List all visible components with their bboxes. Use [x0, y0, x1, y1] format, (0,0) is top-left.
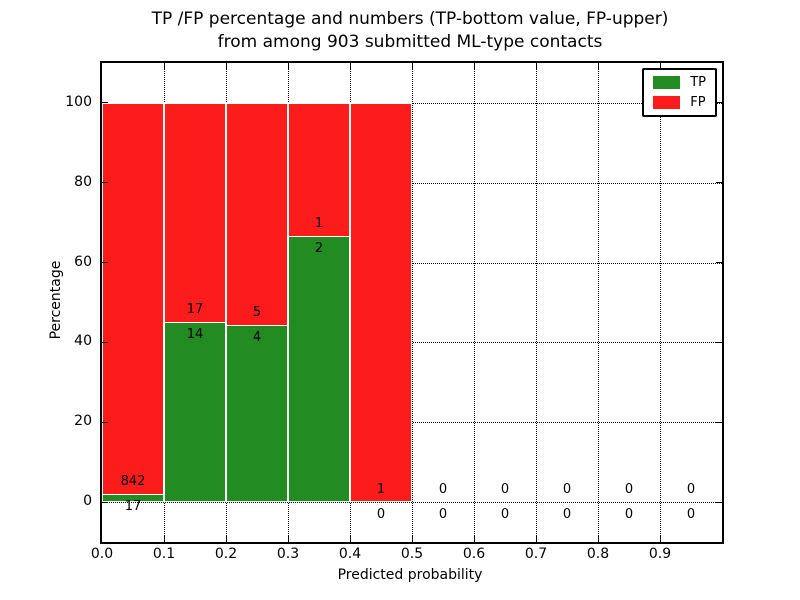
x-tick-mark-bottom: [163, 536, 165, 542]
x-tick-mark-top: [163, 63, 165, 69]
x-tick-label-0.7: 0.7: [524, 546, 548, 562]
x-tick-mark-bottom: [411, 536, 413, 542]
x-tick-mark-top: [411, 63, 413, 69]
fp-count-label-0.8-0.9: 0: [624, 482, 634, 498]
x-tick-mark-bottom: [535, 536, 537, 542]
chart-title-line1: TP /FP percentage and numbers (TP-bottom…: [151, 9, 669, 29]
gridline-x-0.6: [474, 63, 475, 542]
x-tick-mark-top: [535, 63, 537, 69]
legend-item-tp: TP: [653, 76, 706, 89]
x-tick-mark-top: [659, 63, 661, 69]
x-tick-label-0.4: 0.4: [338, 546, 362, 562]
y-tick-label-100: 100: [65, 93, 92, 110]
x-tick-label-0.6: 0.6: [462, 546, 486, 562]
x-tick-label-0.0: 0.0: [90, 546, 114, 562]
bar-fp-0.4-0.5: [350, 102, 412, 503]
fp-count-label-0.7-0.8: 0: [562, 482, 572, 498]
y-tick-mark-left: [102, 341, 108, 343]
legend: TP FP: [642, 68, 717, 117]
y-tick-mark-right: [716, 421, 722, 423]
fp-count-label-0.6-0.7: 0: [500, 482, 510, 498]
y-tick-mark-right: [716, 102, 722, 104]
x-tick-mark-bottom: [225, 536, 227, 542]
x-tick-mark-top: [225, 63, 227, 69]
bar-tp-0.3-0.4: [288, 235, 350, 503]
chart-title-line2: from among 903 submitted ML-type contact…: [217, 32, 603, 52]
legend-fp-label: FP: [690, 95, 706, 110]
x-tick-mark-bottom: [597, 536, 599, 542]
plot-area: TP FP 842 17 17 14 5 4 1 2 1 0 0 0 0 0 0 0 0 0 0 0: [100, 61, 724, 544]
gridline-x-0.9: [660, 63, 661, 542]
gridline-x-0.5: [412, 63, 413, 542]
x-tick-label-0.2: 0.2: [214, 546, 238, 562]
tp-count-label-0.8-0.9: 0: [624, 507, 634, 523]
y-tick-label-0: 0: [83, 493, 92, 510]
tp-count-label-0.6-0.7: 0: [500, 507, 510, 523]
tp-count-label-0.0-0.1: 17: [124, 499, 142, 515]
x-tick-label-0.5: 0.5: [400, 546, 424, 562]
x-tick-mark-top: [349, 63, 351, 69]
tp-count-label-0.2-0.3: 4: [252, 329, 262, 345]
y-axis-label: Percentage: [48, 260, 64, 340]
bar-tp-0.0-0.1: [102, 494, 164, 503]
tp-count-label-0.7-0.8: 0: [562, 507, 572, 523]
x-tick-label-0.3: 0.3: [276, 546, 300, 562]
legend-tp-label: TP: [690, 75, 706, 90]
gridline-x-0.7: [536, 63, 537, 542]
x-tick-mark-top: [287, 63, 289, 69]
tp-count-label-0.5-0.6: 0: [438, 507, 448, 523]
x-tick-mark-bottom: [473, 536, 475, 542]
x-tick-label-0.8: 0.8: [586, 546, 610, 562]
x-tick-label-0.1: 0.1: [152, 546, 176, 562]
tp-count-label-0.4-0.5: 0: [376, 507, 386, 523]
y-tick-mark-left: [102, 102, 108, 104]
legend-item-fp: FP: [653, 96, 706, 109]
legend-fp-swatch-icon: [653, 96, 681, 109]
x-axis-label: Predicted probability: [337, 567, 483, 583]
fp-count-label-0.5-0.6: 0: [438, 482, 448, 498]
y-tick-mark-left: [102, 421, 108, 423]
fp-count-label-0.3-0.4: 1: [314, 215, 324, 231]
y-tick-label-20: 20: [74, 413, 92, 430]
legend-tp-swatch-icon: [653, 76, 681, 89]
x-tick-label-0.9: 0.9: [648, 546, 672, 562]
y-tick-mark-right: [716, 501, 722, 503]
x-tick-mark-bottom: [287, 536, 289, 542]
y-tick-mark-right: [716, 262, 722, 264]
fp-count-label-0.1-0.2: 17: [186, 301, 204, 317]
y-tick-mark-right: [716, 341, 722, 343]
x-tick-mark-bottom: [659, 536, 661, 542]
fp-count-label-0.2-0.3: 5: [252, 304, 262, 320]
y-tick-label-40: 40: [74, 333, 92, 350]
bar-fp-0.0-0.1: [102, 102, 164, 503]
tp-count-label-0.3-0.4: 2: [314, 240, 324, 256]
y-tick-mark-right: [716, 182, 722, 184]
y-tick-mark-left: [102, 262, 108, 264]
fp-count-label-0.0-0.1: 842: [120, 474, 146, 490]
x-tick-mark-top: [473, 63, 475, 69]
x-tick-mark-bottom: [349, 536, 351, 542]
bar-tp-0.1-0.2: [164, 321, 226, 503]
x-tick-mark-top: [597, 63, 599, 69]
tp-count-label-0.1-0.2: 14: [186, 326, 204, 342]
y-tick-mark-left: [102, 501, 108, 503]
bar-tp-0.2-0.3: [226, 324, 288, 503]
y-tick-label-60: 60: [74, 253, 92, 270]
y-tick-mark-left: [102, 182, 108, 184]
y-tick-label-80: 80: [74, 173, 92, 190]
gridline-x-0.8: [598, 63, 599, 542]
fp-count-label-0.9-1.0: 0: [686, 482, 696, 498]
fp-count-label-0.4-0.5: 1: [376, 482, 386, 498]
tp-count-label-0.9-1.0: 0: [686, 507, 696, 523]
